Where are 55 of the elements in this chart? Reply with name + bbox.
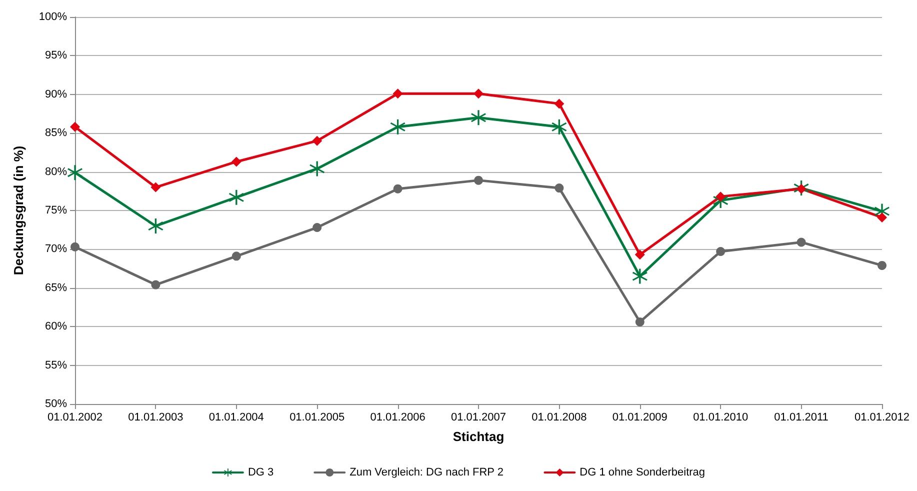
y-tick-label: 95%	[44, 50, 68, 62]
x-tick-label: 01.01.2009	[612, 412, 668, 424]
point	[796, 238, 806, 247]
y-tick-label: 85%	[44, 127, 68, 140]
legend-label: Zum Vergleich: DG nach FRP 2	[350, 466, 504, 478]
point	[232, 252, 241, 261]
x-axis-title: Stichtag	[452, 429, 504, 444]
y-tick-label: 90%	[44, 88, 68, 100]
x-tick-label: 01.01.2006	[370, 412, 426, 424]
point	[474, 176, 483, 185]
point	[390, 119, 406, 134]
x-tick-label: 01.01.2011	[774, 412, 828, 424]
point	[554, 184, 564, 193]
y-tick-label: 100%	[38, 11, 68, 23]
point	[392, 88, 403, 99]
x-tick-label: 01.01.2007	[450, 412, 506, 424]
point	[632, 268, 648, 284]
point	[878, 260, 886, 270]
y-tick-label: 75%	[44, 204, 68, 216]
point	[474, 88, 484, 99]
point	[552, 119, 567, 134]
x-tick-label: 01.01.2012	[854, 412, 910, 424]
y-tick-label: 70%	[44, 243, 68, 256]
point	[312, 223, 322, 232]
point	[70, 242, 80, 252]
y-tick-label: 60%	[44, 320, 68, 333]
y-tick-label: 50%	[44, 398, 68, 410]
point	[716, 247, 726, 256]
x-tick-label: 01.01.2005	[290, 412, 345, 424]
point	[70, 122, 80, 132]
point	[68, 165, 82, 180]
x-tick-label: 01.01.2003	[128, 412, 184, 424]
point	[310, 161, 325, 176]
legend-label: DG 1 ohne Sonderbeitrag	[580, 466, 706, 478]
point	[471, 110, 486, 126]
y-tick-label: 80%	[44, 166, 68, 178]
x-tick-label: 01.01.2008	[532, 412, 587, 424]
point	[312, 136, 322, 146]
point	[877, 212, 887, 222]
point	[150, 182, 161, 192]
point	[231, 156, 242, 167]
y-tick-label: 65%	[44, 282, 68, 294]
point	[148, 218, 164, 234]
x-tick-label: 01.01.2004	[208, 412, 264, 424]
y-tick-label: 55%	[44, 359, 68, 372]
point	[554, 98, 564, 109]
point	[393, 184, 402, 194]
legend-label: DG 3	[248, 466, 274, 478]
point	[228, 190, 244, 205]
x-tick-label: 01.01.2002	[47, 412, 103, 424]
point	[151, 280, 160, 290]
point	[635, 317, 644, 326]
x-tick-label: 01.01.2010	[693, 412, 748, 424]
y-axis-title: Deckungsgrad (in %)	[11, 146, 26, 276]
point	[634, 250, 645, 260]
